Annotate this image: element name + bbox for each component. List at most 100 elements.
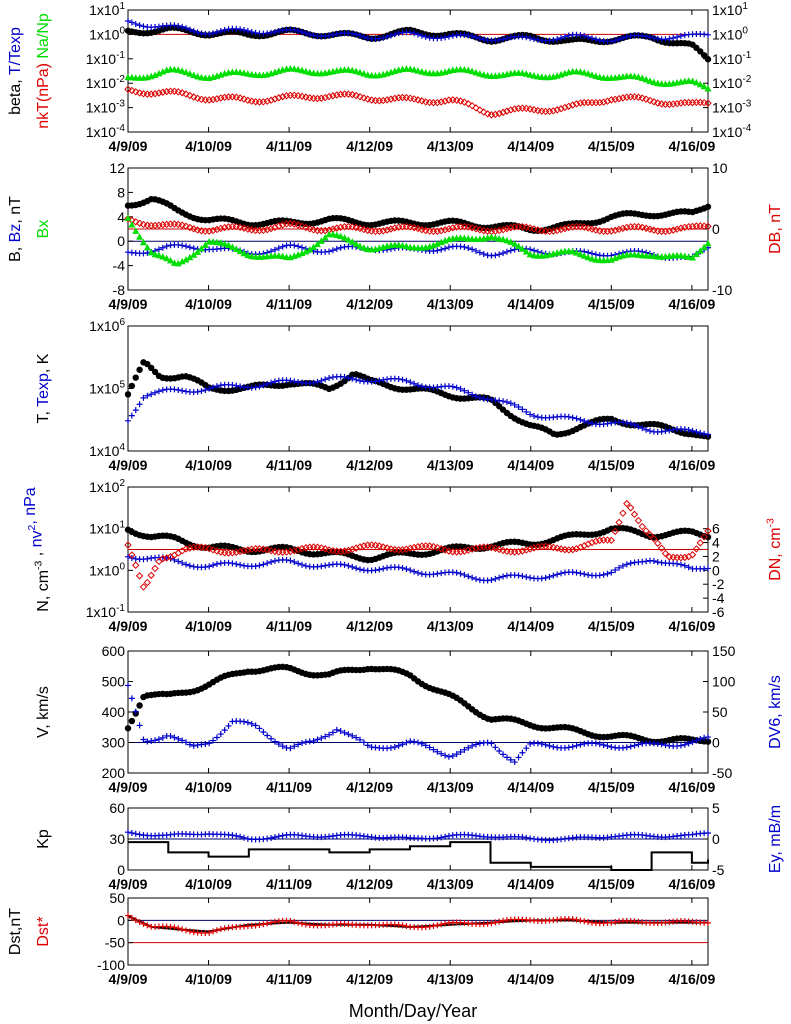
data-point: [411, 738, 418, 745]
data-point: [340, 547, 349, 555]
data-point: [221, 727, 228, 734]
y-tick-label-exponent: -4: [116, 123, 125, 134]
data-point: [341, 234, 349, 241]
y-axis-label: T, Texp, K: [35, 353, 52, 423]
data-point: [403, 923, 410, 930]
data-point: [507, 106, 515, 114]
data-point: [434, 922, 441, 929]
data-point: [531, 36, 537, 43]
data-point: [685, 740, 692, 747]
data-point: [267, 96, 275, 104]
data-point: [495, 226, 503, 235]
y-axis-label: N, cm-3 , nv2, nPa: [22, 487, 52, 612]
data-point: [256, 562, 263, 569]
data-point: [705, 919, 711, 926]
data-point: [175, 925, 182, 932]
data-point: [592, 740, 599, 747]
y-tick-label: 50: [109, 890, 125, 906]
data-point: [306, 245, 314, 253]
data-point: [430, 923, 437, 930]
data-point: [314, 736, 321, 743]
data-point: [139, 238, 147, 246]
data-point: [607, 536, 616, 545]
data-point: [337, 232, 345, 240]
data-point: [654, 99, 662, 107]
data-point: [531, 412, 537, 419]
data-point: [128, 695, 135, 702]
data-point: [522, 70, 530, 77]
data-point: [399, 741, 406, 748]
y-axis-label-secondary-part: Na/Np: [35, 13, 52, 58]
data-point: [291, 743, 298, 750]
series: [124, 214, 712, 267]
data-point: [519, 749, 526, 756]
data-point: [692, 78, 700, 86]
data-point: [584, 98, 592, 107]
data-point: [589, 35, 595, 42]
data-point: [352, 67, 360, 75]
data-point: [206, 740, 213, 747]
y-tick-label-exponent: -1: [116, 603, 125, 614]
data-point: [642, 224, 650, 232]
data-point: [418, 97, 426, 105]
data-point: [503, 224, 511, 233]
data-point: [411, 30, 418, 37]
data-point: [345, 374, 352, 381]
data-point: [136, 722, 143, 729]
y-tick-label-exponent: 0: [119, 25, 125, 36]
data-point: [356, 242, 364, 249]
data-point: [179, 242, 186, 249]
data-point: [527, 574, 534, 581]
data-point: [313, 240, 321, 248]
data-point: [689, 739, 696, 746]
data-point: [604, 570, 611, 577]
data-point: [608, 569, 615, 576]
y-tick-label: 0: [117, 233, 125, 249]
data-point: [572, 100, 581, 108]
data-point: [186, 253, 194, 261]
y-tick-label: -100: [97, 957, 125, 973]
data-point: [442, 34, 449, 41]
data-point: [453, 751, 460, 758]
data-point: [438, 750, 445, 757]
y-tick-label-exponent: -3: [116, 99, 125, 110]
y-tick-label-mantissa: 1x10: [89, 381, 120, 397]
y-tick-label: 1x10-1: [86, 50, 126, 67]
data-point: [321, 93, 329, 102]
data-point: [538, 740, 545, 747]
data-point: [588, 538, 596, 547]
data-point: [241, 834, 247, 841]
data-point: [128, 914, 135, 921]
x-tick-label: 4/13/09: [427, 779, 474, 795]
data-point: [503, 754, 510, 761]
y-tick-label-exponent: 1: [119, 520, 125, 531]
data-point: [418, 383, 425, 390]
y-tick-label: 1x10-1: [86, 603, 126, 620]
data-point: [248, 28, 255, 35]
data-point: [279, 832, 286, 839]
y-axis-label: Kp: [35, 829, 52, 849]
data-point: [677, 224, 685, 232]
data-point: [167, 733, 174, 740]
data-point: [387, 95, 395, 103]
data-point: [476, 740, 483, 747]
data-point: [523, 745, 530, 752]
data-point: [290, 546, 298, 555]
y-axis-label: Dst,nT: [7, 908, 24, 955]
data-point: [291, 27, 298, 34]
data-point: [202, 741, 209, 748]
data-point: [573, 569, 580, 576]
data-point: [155, 388, 162, 395]
data-point: [534, 226, 542, 234]
y2-tick-label: 10: [712, 160, 728, 176]
data-point: [600, 741, 607, 748]
y-axis-label-part: B,: [7, 242, 24, 262]
data-point: [295, 741, 302, 748]
data-point: [677, 33, 684, 40]
data-point: [418, 225, 426, 234]
data-point: [461, 387, 468, 394]
y2-axis-label: DB, nT: [767, 204, 784, 254]
data-point: [318, 735, 325, 742]
data-point: [643, 558, 650, 565]
